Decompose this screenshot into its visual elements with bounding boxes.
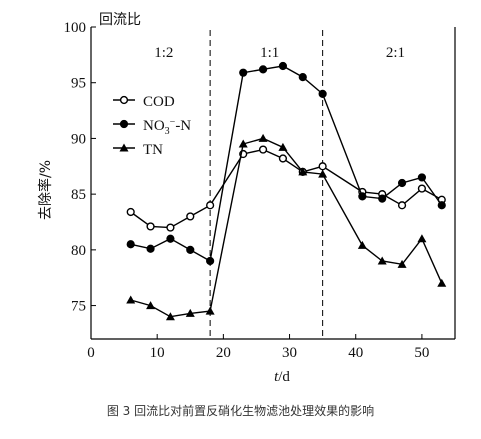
data-point: [298, 167, 308, 176]
series-line: [130, 65, 443, 263]
y-axis-title: 去除率/%: [37, 160, 54, 220]
data-point: [318, 89, 327, 98]
data-point: [238, 139, 248, 148]
data-point: [278, 61, 288, 71]
x-axis: 0 10 20 30 40 50: [87, 334, 429, 361]
x-tick-label: 0: [87, 345, 95, 361]
legend: COD NO3−-N TN: [113, 94, 191, 158]
data-point: [437, 278, 447, 287]
y-axis: 75 80 85 90 95 100: [64, 20, 96, 315]
data-point: [186, 245, 195, 254]
legend-marker-filled-circle: [119, 119, 129, 129]
data-point: [146, 244, 155, 253]
data-point: [417, 234, 427, 243]
data-point: [205, 306, 215, 315]
plot-frame: [90, 27, 456, 340]
x-tick-label: 10: [150, 345, 165, 361]
legend-item-no3n: NO3−-N: [113, 117, 191, 137]
x-tick-label: 20: [216, 345, 231, 361]
legend-marker-filled-triangle: [119, 143, 129, 152]
data-point: [258, 145, 268, 154]
top-label-reflux-ratio: 回流比: [99, 12, 141, 28]
series-layer: [126, 61, 447, 321]
data-point: [417, 184, 427, 193]
y-tick-label: 75: [71, 299, 86, 315]
data-point: [206, 256, 215, 266]
y-tick-label: 80: [71, 243, 86, 259]
data-point: [126, 295, 136, 304]
data-point: [206, 201, 215, 210]
x-tick-label: 40: [348, 345, 363, 361]
data-point: [186, 212, 195, 221]
data-point: [278, 154, 288, 163]
y-tick-label: 90: [71, 131, 86, 147]
data-point: [358, 192, 367, 201]
series-1: [126, 61, 446, 266]
data-point: [318, 169, 328, 178]
data-point: [126, 240, 135, 249]
data-point: [166, 234, 175, 243]
data-point: [298, 73, 307, 82]
y-tick-label: 95: [71, 76, 86, 92]
legend-label-tn: TN: [143, 142, 163, 158]
data-point: [146, 222, 155, 231]
data-point: [318, 162, 327, 171]
data-point: [258, 133, 268, 142]
legend-label-cod: COD: [143, 94, 175, 110]
data-point: [258, 65, 268, 74]
data-point: [437, 201, 446, 210]
y-tick-label: 85: [71, 187, 86, 203]
legend-marker-open-circle: [119, 95, 129, 105]
phase-label: 1:1: [260, 45, 279, 61]
data-point: [397, 178, 407, 188]
y-tick-label: 100: [64, 20, 87, 36]
phase-label: 1:2: [154, 45, 173, 61]
x-axis-title: t/d: [274, 369, 290, 385]
data-point: [126, 207, 135, 217]
data-point: [166, 223, 175, 232]
phase-dividers: 1:2 1:1 2:1: [154, 30, 405, 339]
data-point: [357, 240, 367, 249]
data-point: [278, 142, 288, 151]
data-point: [146, 301, 156, 310]
x-tick-label: 50: [414, 345, 429, 361]
legend-item-tn: TN: [113, 142, 163, 158]
data-point: [397, 259, 407, 268]
legend-item-cod: COD: [113, 94, 175, 110]
legend-label-no3n: NO3−-N: [143, 117, 191, 137]
data-point: [417, 173, 427, 182]
figure-caption: 图 3 回流比对前置反硝化生物滤池处理效果的影响: [106, 404, 375, 418]
data-point: [377, 256, 387, 265]
series-0: [126, 145, 446, 232]
data-point: [185, 308, 195, 317]
x-axis-title-var: t: [274, 369, 279, 385]
x-tick-label: 30: [282, 345, 297, 361]
data-point: [397, 201, 407, 210]
data-point: [239, 68, 248, 77]
x-axis-title-unit: /d: [278, 369, 290, 385]
data-point: [165, 312, 175, 321]
data-point: [378, 194, 387, 203]
series-line: [130, 137, 443, 318]
phase-label: 2:1: [386, 45, 405, 61]
series-2: [126, 133, 447, 321]
